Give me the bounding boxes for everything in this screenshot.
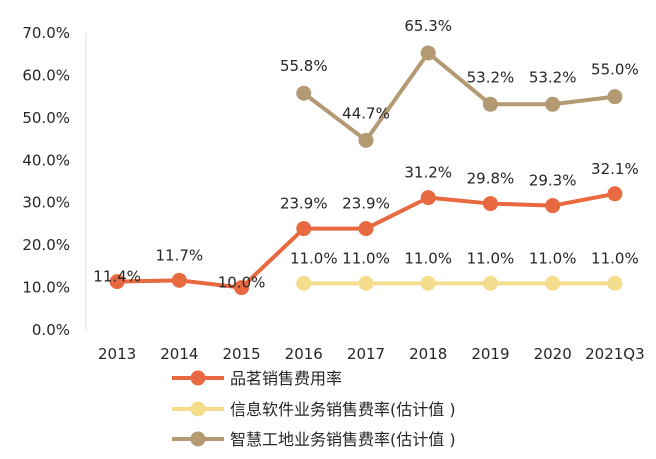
data-label: 53.2% [467,68,515,86]
legend-label: 品茗销售费用率 [230,369,342,388]
x-tick-label: 2018 [409,345,447,363]
data-label: 65.3% [404,17,452,35]
data-point [482,196,498,212]
y-tick-label: 20.0% [22,236,70,254]
data-label: 11.0% [467,249,515,267]
series-layer [109,45,623,296]
legend-label: 信息软件业务销售费率(估计值 ) [230,400,456,419]
data-label: 11.7% [156,246,204,264]
data-point [296,221,312,237]
x-tick-label: 2014 [160,345,198,363]
data-label: 11.0% [290,249,338,267]
data-point [545,96,561,112]
y-tick-label: 50.0% [22,109,70,127]
data-label: 11.0% [529,249,577,267]
series-1 [109,186,623,296]
data-label: 29.8% [467,170,515,188]
data-label: 11.0% [591,249,639,267]
data-point [109,274,125,290]
y-tick-label: 60.0% [22,66,70,84]
y-tick-labels: 0.0% 10.0% 20.0% 30.0% 40.0% 50.0% 60.0% 70.0% [22,24,70,339]
x-tick-label: 2019 [471,345,509,363]
x-tick-label: 2020 [534,345,572,363]
data-point [482,96,498,112]
x-tick-label: 2015 [222,345,260,363]
data-point [296,85,312,101]
y-tick-label: 40.0% [22,151,70,169]
data-point [545,275,561,291]
legend-item: 智慧工地业务销售费率(估计值 ) [172,430,456,449]
data-label: 11.0% [342,249,390,267]
data-point [607,186,623,202]
data-point [358,275,374,291]
data-label: 23.9% [342,195,390,213]
data-label: 23.9% [280,195,328,213]
series-3 [296,45,623,148]
data-label: 53.2% [529,68,577,86]
y-tick-label: 30.0% [22,194,70,212]
data-labels: 11.4% 11.7% 10.0% 23.9% 23.9% 31.2% 29.8% 29.3%… [93,17,638,292]
x-tick-label: 2021Q3 [585,345,645,363]
y-tick-label: 0.0% [32,321,70,339]
data-point [358,221,374,237]
legend-label: 智慧工地业务销售费率(估计值 ) [230,430,456,449]
legend-item: 信息软件业务销售费率(估计值 ) [172,400,456,419]
data-label: 31.2% [404,164,452,182]
data-point [296,275,312,291]
x-tick-label: 2016 [285,345,323,363]
data-point [607,89,623,105]
x-tick-label: 2017 [347,345,385,363]
data-label: 10.0% [218,274,266,292]
series-2 [296,275,623,291]
data-point [607,275,623,291]
data-label: 32.1% [591,160,639,178]
data-label: 11.0% [404,249,452,267]
x-tick-label: 2013 [98,345,136,363]
legend-item: 品茗销售费用率 [172,369,342,388]
data-label: 44.7% [342,104,390,122]
data-point [420,275,436,291]
data-label: 11.4% [93,268,141,286]
y-tick-label: 70.0% [22,24,70,42]
x-tick-labels: 2013 2014 2015 2016 2017 2018 2019 2020 2021Q3 [98,345,645,363]
series-line [301,50,617,143]
data-point [171,272,187,288]
y-tick-label: 10.0% [22,279,70,297]
legend-marker [190,401,206,417]
legend-marker [190,431,206,447]
data-label: 29.3% [529,172,577,190]
data-point [234,280,250,296]
data-label: 55.0% [591,61,639,79]
data-point [545,198,561,214]
data-point [420,45,436,61]
legend-marker [190,370,206,386]
data-point [358,132,374,148]
data-label: 55.8% [280,57,328,75]
data-point [420,190,436,206]
data-point [482,275,498,291]
